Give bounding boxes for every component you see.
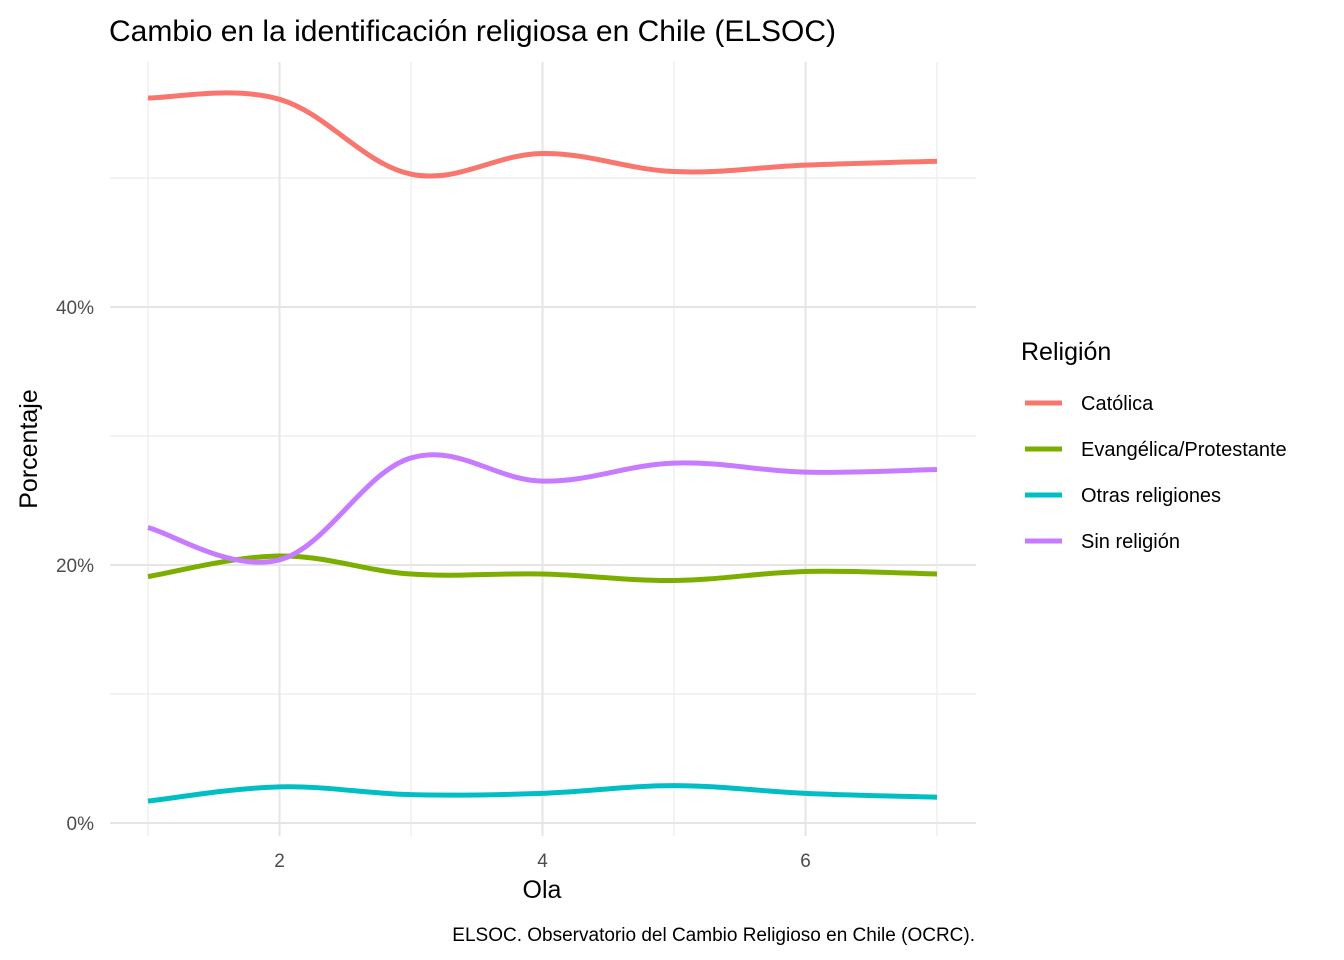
grid (110, 62, 976, 836)
legend-item: Evangélica/Protestante (1025, 439, 1287, 461)
chart-title: Cambio en la identificación religiosa en… (109, 15, 836, 48)
series-otras-religiones (147, 783, 938, 804)
legend-item: Otras religiones (1025, 485, 1221, 507)
legend-title: Religión (1021, 338, 1111, 366)
y-axis-ticks: 0% 20% 40% (56, 298, 94, 835)
legend-item: Sin religión (1025, 531, 1180, 553)
series-sin-religi-n (147, 452, 938, 565)
y-tick-label: 0% (67, 814, 95, 835)
legend-label: Católica (1081, 393, 1154, 415)
x-axis-ticks: 2 4 6 (274, 851, 811, 872)
series-lines (147, 90, 938, 804)
series-line (147, 783, 938, 804)
y-tick-label: 40% (56, 298, 94, 319)
series-line (147, 553, 938, 583)
y-axis-title: Porcentaje (15, 389, 43, 509)
chart-caption: ELSOC. Observatorio del Cambio Religioso… (452, 925, 975, 946)
series-line (147, 452, 938, 565)
series-cat-lica (147, 90, 938, 179)
series-evang-lica-protestante (147, 553, 938, 583)
legend-label: Evangélica/Protestante (1081, 439, 1287, 461)
x-tick-label: 2 (274, 851, 285, 872)
x-axis-title: Ola (523, 876, 562, 904)
legend: Religión Católica Evangélica/Protestante O… (1021, 338, 1287, 553)
legend-label: Otras religiones (1081, 485, 1221, 507)
y-tick-label: 20% (56, 556, 94, 577)
x-tick-label: 6 (800, 851, 811, 872)
series-line (147, 90, 938, 179)
x-tick-label: 4 (537, 851, 548, 872)
legend-item: Católica (1025, 393, 1154, 415)
legend-label: Sin religión (1081, 531, 1180, 553)
